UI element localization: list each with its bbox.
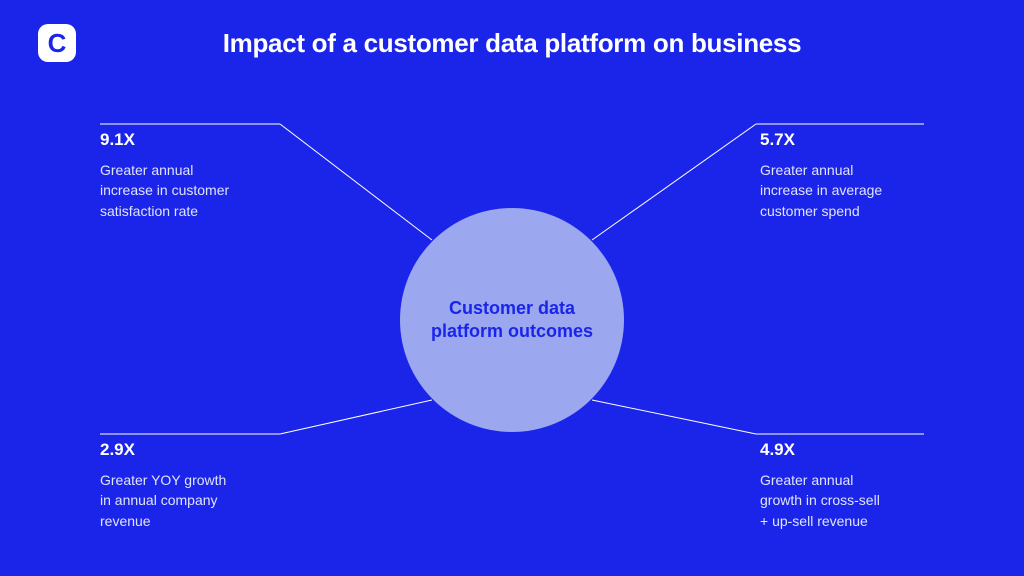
stat-bottom-left: 2.9X Greater YOY growthin annual companyr… — [100, 440, 226, 531]
connector-diag-bottom-left — [280, 400, 432, 434]
connector-diag-bottom-right — [592, 400, 756, 434]
center-circle: Customer dataplatform outcomes — [400, 208, 624, 432]
slide-canvas: C Impact of a customer data platform on … — [0, 0, 1024, 576]
stat-desc-top-left: Greater annualincrease in customersatisf… — [100, 160, 229, 221]
stat-bottom-right: 4.9X Greater annualgrowth in cross-sell+ … — [760, 440, 880, 531]
connector-diag-top-left — [280, 124, 432, 240]
stat-value-bottom-left: 2.9X — [100, 440, 226, 460]
stat-top-left: 9.1X Greater annualincrease in customersa… — [100, 130, 229, 221]
stat-value-top-right: 5.7X — [760, 130, 882, 150]
stat-desc-top-right: Greater annualincrease in averagecustome… — [760, 160, 882, 221]
stat-value-top-left: 9.1X — [100, 130, 229, 150]
connector-diag-top-right — [592, 124, 756, 240]
slide-title: Impact of a customer data platform on bu… — [0, 28, 1024, 59]
stat-desc-bottom-right: Greater annualgrowth in cross-sell+ up-s… — [760, 470, 880, 531]
stat-desc-bottom-left: Greater YOY growthin annual companyreven… — [100, 470, 226, 531]
stat-value-bottom-right: 4.9X — [760, 440, 880, 460]
center-circle-text: Customer dataplatform outcomes — [431, 297, 593, 344]
stat-top-right: 5.7X Greater annualincrease in averagecus… — [760, 130, 882, 221]
